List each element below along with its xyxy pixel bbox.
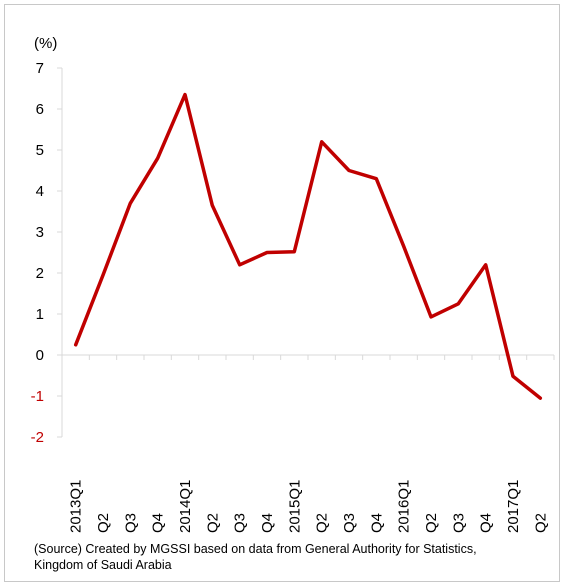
x-tick-label: 2014Q1 — [177, 480, 194, 533]
y-axis-unit-label: (%) — [34, 35, 58, 52]
x-tick-label: Q4 — [259, 513, 276, 533]
y-tick-label: 3 — [36, 224, 44, 241]
x-tick-label: Q3 — [232, 513, 249, 533]
series-line — [73, 92, 543, 400]
x-tick-label: Q2 — [314, 513, 331, 533]
x-tick-label: Q4 — [478, 513, 495, 533]
y-tick-label: 5 — [36, 142, 44, 159]
x-tick-label: Q2 — [532, 513, 549, 533]
y-tick-label: -2 — [31, 429, 44, 446]
y-tick-label: -1 — [31, 388, 44, 405]
x-tick-label: Q2 — [95, 513, 112, 533]
y-tick-label: 4 — [36, 183, 44, 200]
source-note-line-1: (Source) Created by MGSSI based on data … — [34, 542, 477, 556]
x-tick-label: 2015Q1 — [286, 480, 303, 533]
y-tick-label: 6 — [36, 101, 44, 118]
x-tick-label: 2016Q1 — [396, 480, 413, 533]
x-tick-label: 2017Q1 — [505, 480, 522, 533]
x-tick-label: Q4 — [368, 513, 385, 533]
x-tick-label: Q3 — [122, 513, 139, 533]
series — [73, 92, 543, 400]
tick-labels: 7 6 5 4 3 2 1 0 -1 -2 2013Q1 Q2 Q3 Q4 2014Q1 Q2 Q3 Q4 2015… — [31, 60, 550, 533]
y-tick-label: 0 — [36, 347, 44, 364]
x-tick-label: Q3 — [450, 513, 467, 533]
x-tick-label: 2013Q1 — [68, 480, 85, 533]
source-note-line-2: Kingdom of Saudi Arabia — [34, 558, 172, 572]
x-tick-label: Q2 — [423, 513, 440, 533]
source-note: (Source) Created by MGSSI based on data … — [34, 541, 477, 573]
y-tick-label: 7 — [36, 60, 44, 77]
x-tick-label: Q4 — [150, 513, 167, 533]
y-tick-label: 2 — [36, 265, 44, 282]
x-tick-label: Q3 — [341, 513, 358, 533]
x-tick-label: Q2 — [204, 513, 221, 533]
y-tick-label: 1 — [36, 306, 44, 323]
axes — [57, 67, 555, 438]
